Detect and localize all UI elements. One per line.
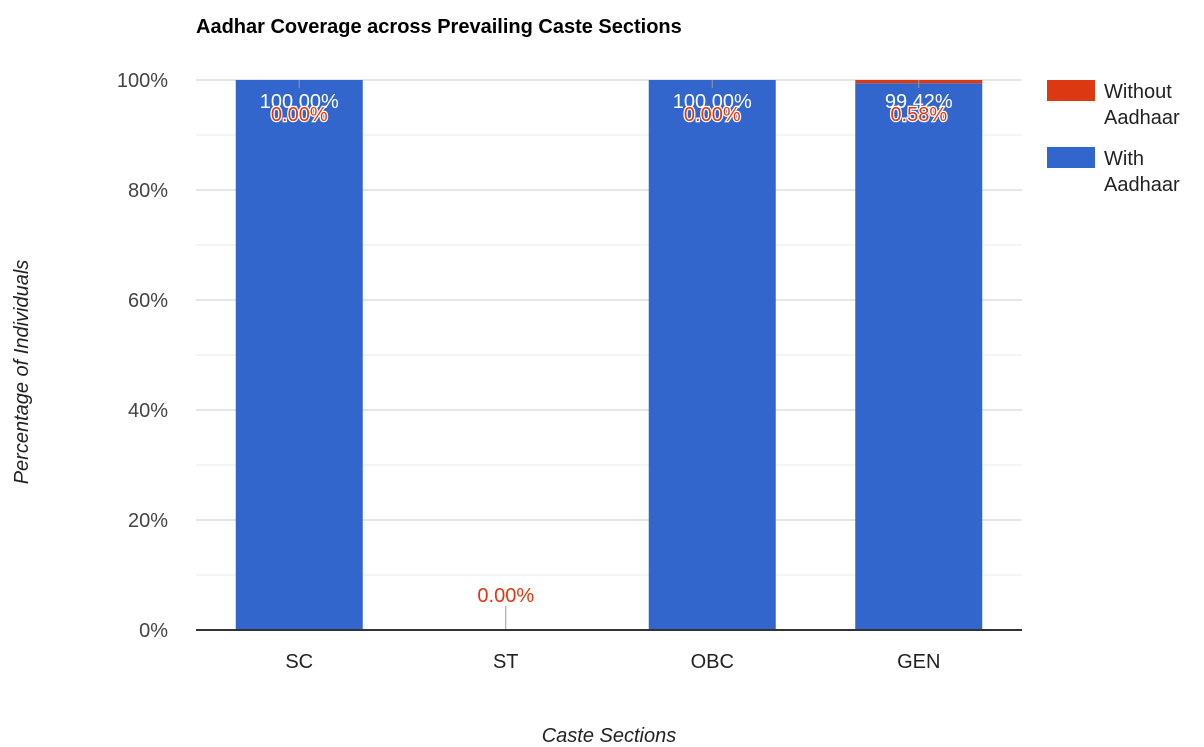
data-label-with: 100.00% [260, 91, 339, 113]
data-label-without: 0.58% [890, 104, 947, 126]
y-tick-label: 40% [128, 400, 168, 422]
x-axis-title: Caste Sections [542, 725, 677, 747]
x-category-label: GEN [897, 651, 940, 673]
y-tick-label: 60% [128, 290, 168, 312]
y-tick-label: 0% [139, 620, 168, 642]
y-tick-label: 20% [128, 510, 168, 532]
y-tick-label: 80% [128, 180, 168, 202]
data-label-with: 99.42% [885, 91, 953, 113]
legend-swatch [1047, 147, 1095, 168]
y-axis-ticks: 0% 20% 40% 60% 80% 100% [117, 70, 168, 642]
bar-segment[interactable] [235, 80, 363, 630]
legend-label: With [1104, 148, 1144, 170]
legend-label: Aadhaar [1104, 107, 1180, 129]
y-axis-title: Percentage of Individuals [11, 260, 33, 485]
data-label-without: 0.00% [477, 585, 534, 607]
x-category-label: OBC [691, 651, 734, 673]
bar-segment[interactable] [855, 83, 983, 630]
legend-item[interactable]: Without Aadhaar [1047, 80, 1180, 129]
x-category-label: SC [285, 651, 313, 673]
y-tick-label: 100% [117, 70, 168, 92]
x-axis-categories: SC ST OBC GEN [285, 651, 940, 673]
data-label-with: 100.00% [673, 91, 752, 113]
data-labels: 100.00%0.00%0.00%100.00%0.00%99.42%0.58% [260, 80, 953, 630]
legend-swatch [1047, 80, 1095, 101]
legend-label: Aadhaar [1104, 174, 1180, 196]
legend[interactable]: Without Aadhaar With Aadhaar [1047, 80, 1180, 196]
bars [235, 80, 983, 630]
data-label-without: 0.00% [684, 104, 741, 126]
legend-label: Without [1104, 81, 1172, 103]
chart-title: Aadhar Coverage across Prevailing Caste … [196, 16, 682, 38]
x-category-label: ST [493, 651, 519, 673]
data-label-without: 0.00% [271, 104, 328, 126]
bar-segment[interactable] [648, 80, 776, 630]
legend-item[interactable]: With Aadhaar [1047, 147, 1180, 196]
